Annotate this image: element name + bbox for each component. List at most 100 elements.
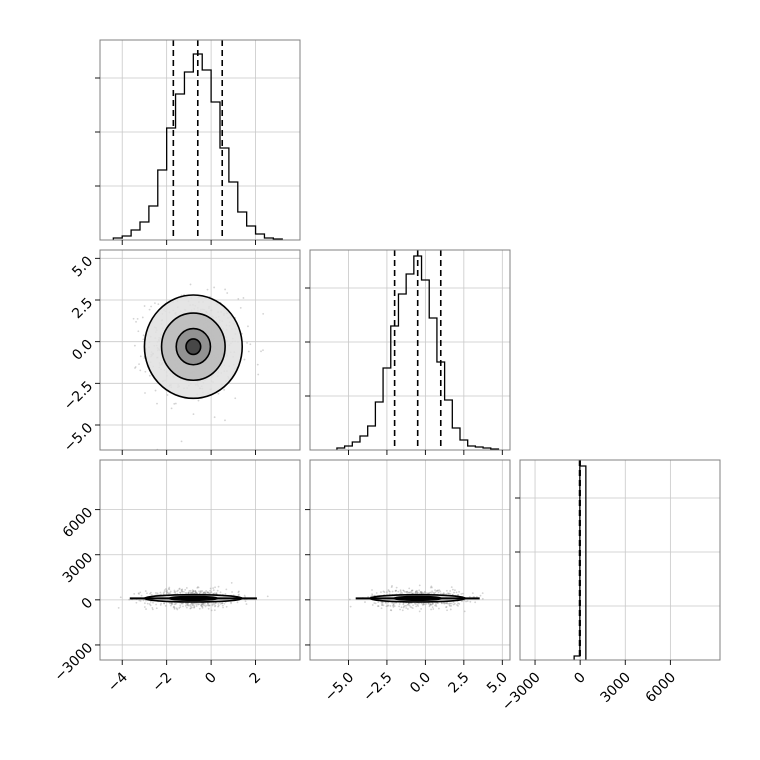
- x-tick-label: 2.5: [446, 669, 473, 696]
- scatter-point: [187, 591, 190, 594]
- scatter-point: [236, 601, 239, 604]
- scatter-point: [400, 606, 403, 609]
- y-tick-label: 5.0: [69, 253, 96, 280]
- scatter-point: [392, 603, 395, 606]
- scatter-point: [206, 591, 209, 593]
- scatter-point: [391, 590, 394, 593]
- scatter-point: [174, 603, 177, 606]
- scatter-point: [247, 325, 249, 328]
- scatter-point: [415, 589, 418, 592]
- scatter-point: [409, 605, 412, 608]
- scatter-point: [139, 355, 142, 358]
- scatter-point: [390, 609, 393, 612]
- scatter-point: [430, 592, 433, 594]
- scatter-point: [262, 312, 265, 315]
- scatter-point: [479, 594, 482, 597]
- scatter-point: [457, 593, 460, 596]
- scatter-point: [432, 591, 435, 594]
- scatter-point: [144, 370, 147, 373]
- scatter-point: [419, 591, 422, 594]
- scatter-point: [166, 591, 168, 593]
- scatter-point: [194, 591, 197, 594]
- scatter-point: [198, 603, 201, 606]
- scatter-point: [169, 604, 172, 607]
- scatter-point: [142, 338, 145, 341]
- scatter-point: [398, 603, 401, 605]
- y-tick-label: −5.0: [61, 420, 96, 455]
- scatter-point: [446, 602, 448, 605]
- scatter-point: [170, 602, 173, 605]
- scatter-point: [143, 305, 146, 307]
- scatter-point: [192, 590, 195, 593]
- scatter-point: [450, 602, 453, 605]
- scatter-point: [422, 602, 425, 605]
- scatter-point: [181, 588, 184, 591]
- scatter-point: [449, 605, 451, 607]
- scatter-point: [191, 591, 194, 594]
- scatter-point: [226, 292, 229, 294]
- scatter-point: [195, 605, 198, 607]
- scatter-point: [389, 609, 392, 612]
- scatter-point: [163, 589, 166, 592]
- scatter-point: [144, 590, 147, 592]
- scatter-point: [412, 592, 414, 595]
- scatter-point: [445, 589, 448, 592]
- scatter-point: [381, 602, 384, 604]
- scatter-point: [426, 592, 429, 595]
- scatter-point: [188, 604, 190, 607]
- scatter-point: [207, 591, 209, 594]
- scatter-point: [244, 600, 247, 603]
- scatter-point: [420, 590, 423, 593]
- scatter-point: [148, 374, 151, 377]
- scatter-point: [206, 604, 208, 607]
- panel-frame: [309, 249, 511, 451]
- scatter-point: [386, 591, 388, 593]
- x-tick-label: −2: [150, 669, 176, 695]
- scatter-point: [137, 592, 140, 595]
- scatter-point: [402, 606, 405, 609]
- scatter-point: [165, 590, 168, 593]
- scatter-point: [196, 592, 198, 595]
- scatter-point: [149, 604, 152, 607]
- scatter-point: [422, 603, 425, 606]
- scatter-point: [384, 601, 387, 604]
- scatter-point: [458, 590, 461, 593]
- scatter-point: [385, 605, 388, 608]
- scatter-point: [200, 603, 203, 606]
- scatter-point: [193, 605, 196, 607]
- scatter-point: [448, 592, 450, 595]
- scatter-point: [217, 602, 220, 605]
- x-tick-label: 6000: [643, 669, 680, 706]
- scatter-point: [146, 592, 148, 595]
- scatter-point: [246, 341, 248, 344]
- scatter-point: [436, 602, 439, 604]
- scatter-point: [204, 604, 206, 607]
- scatter-point: [192, 590, 195, 592]
- scatter-point: [449, 590, 452, 592]
- scatter-point: [374, 602, 377, 605]
- scatter-point: [461, 600, 463, 603]
- scatter-point: [381, 601, 384, 604]
- scatter-point: [443, 602, 445, 605]
- scatter-point: [137, 330, 140, 333]
- scatter-point: [431, 586, 433, 589]
- scatter-point: [242, 297, 245, 299]
- scatter-point: [221, 604, 224, 607]
- scatter-point: [212, 589, 215, 592]
- scatter-point: [402, 602, 405, 605]
- scatter-point: [403, 605, 405, 608]
- scatter-point: [394, 590, 397, 592]
- scatter-point: [230, 602, 232, 605]
- scatter-point: [201, 603, 204, 605]
- contour-line: [160, 312, 226, 382]
- scatter-point: [170, 603, 173, 606]
- scatter-point: [399, 589, 402, 592]
- scatter-point: [456, 604, 458, 606]
- scatter-point: [461, 592, 464, 595]
- scatter-point: [417, 605, 420, 607]
- scatter-point: [201, 607, 204, 609]
- scatter-point: [403, 590, 406, 593]
- scatter-point: [348, 598, 351, 601]
- scatter-point: [164, 604, 167, 607]
- panel-frame: [519, 459, 721, 661]
